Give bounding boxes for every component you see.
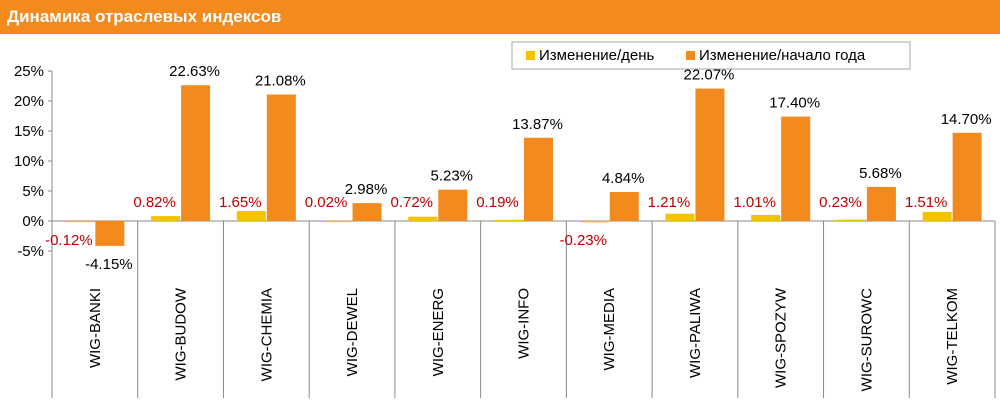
x-tick-label: WIG-DEWEL: [344, 288, 361, 376]
bar-ytd: [352, 203, 382, 221]
bar-ytd: [181, 85, 211, 221]
data-label-day: -0.23%: [559, 232, 607, 249]
data-label-ytd: 4.84%: [602, 170, 645, 187]
y-tick-label: 0%: [22, 213, 44, 230]
data-label-day: 1.21%: [648, 194, 691, 211]
data-label-day: 1.65%: [219, 194, 262, 211]
x-tick-label: WIG-BUDOW: [173, 287, 190, 380]
bar-ytd: [95, 221, 125, 246]
bar-day: [665, 213, 695, 221]
x-tick-label: WIG-INFO: [516, 288, 533, 359]
x-tick-label: WIG-BANKI: [87, 288, 104, 368]
bar-day: [836, 219, 866, 221]
bar-ytd: [695, 88, 725, 221]
x-tick-label: WIG-SPOZYW: [773, 287, 790, 388]
data-label-ytd: 13.87%: [512, 116, 563, 133]
y-tick-label: 15%: [14, 123, 44, 140]
data-label-day: -0.12%: [45, 232, 93, 249]
chart-title-bar: Динамика отраслевых индексов: [0, 0, 1000, 34]
data-label-ytd: 2.98%: [345, 181, 388, 198]
bar-day: [922, 211, 952, 221]
chart-legend: Изменение/день Изменение/начало года: [511, 41, 911, 70]
bar-day: [151, 216, 181, 221]
x-tick-label: WIG-PALIWA: [687, 288, 704, 378]
data-label-ytd: -4.15%: [85, 256, 133, 273]
x-tick-label: WIG-TELKOM: [944, 288, 961, 385]
legend-label: Изменение/начало года: [699, 47, 866, 64]
y-tick-label: -5%: [17, 243, 44, 260]
y-tick-label: 20%: [14, 93, 44, 110]
bar-day: [494, 219, 523, 222]
bar-day: [65, 221, 95, 223]
data-label-day: 0.23%: [819, 194, 862, 211]
data-label-ytd: 22.63%: [169, 63, 220, 80]
chart-data-labels: -0.12% 0.82% 1.65% 0.02% 0.72% 0.19% -0.23% 1.2…: [45, 63, 991, 273]
bar-day: [322, 220, 352, 223]
data-label-ytd: 17.40%: [769, 95, 820, 112]
bar-day: [236, 211, 266, 221]
data-label-day: 0.02%: [305, 194, 348, 211]
bar-ytd: [609, 191, 639, 221]
chart-title: Динамика отраслевых индексов: [7, 7, 282, 26]
y-tick-label: 5%: [22, 183, 44, 200]
y-tick-label: 25%: [14, 63, 44, 80]
data-label-ytd: 21.08%: [255, 73, 306, 90]
data-label-day: 0.19%: [476, 194, 519, 211]
data-label-day: 0.72%: [390, 194, 433, 211]
legend-box: [511, 41, 911, 70]
data-label-ytd: 22.07%: [684, 67, 735, 84]
data-label-ytd: 5.23%: [430, 168, 473, 185]
bar-day: [408, 216, 438, 221]
y-tick-label: 10%: [14, 153, 44, 170]
data-label-ytd: 5.68%: [859, 165, 902, 182]
bar-ytd: [781, 116, 811, 221]
data-label-day: 1.51%: [905, 194, 948, 211]
data-label-ytd: 14.70%: [941, 111, 992, 128]
bar-ytd: [866, 186, 896, 221]
bar-ytd: [952, 132, 982, 221]
bar-ytd: [438, 189, 468, 221]
legend-swatch: [526, 51, 535, 60]
bar-ytd: [524, 137, 553, 221]
data-label-day: 1.01%: [733, 194, 776, 211]
bar-day: [751, 214, 781, 221]
chart-axes: -5% 0% 5% 10% 15% 20% 25% WIG-BANKI WIG-BUDOW WIG…: [14, 63, 996, 398]
x-tick-label: WIG-MEDIA: [601, 288, 618, 371]
x-tick-label: WIG-ENERG: [430, 288, 447, 376]
legend-swatch: [686, 51, 695, 60]
data-label-day: 0.82%: [133, 194, 176, 211]
bar-day: [579, 221, 609, 223]
x-tick-label: WIG-CHEMIA: [258, 288, 275, 381]
chart-bars: [65, 85, 982, 246]
legend-label: Изменение/день: [539, 47, 654, 64]
bar-ytd: [266, 94, 296, 221]
x-tick-label: WIG-SUROWC: [858, 288, 875, 391]
